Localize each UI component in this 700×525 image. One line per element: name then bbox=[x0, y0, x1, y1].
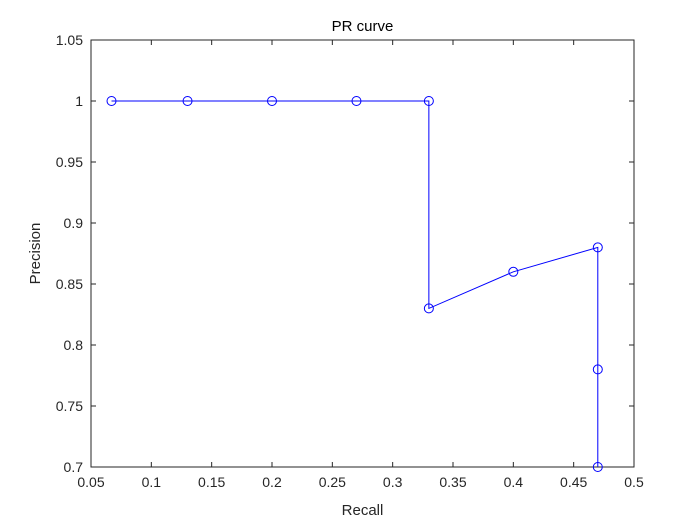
x-tick-label: 0.35 bbox=[439, 474, 466, 490]
x-tick-label: 0.05 bbox=[77, 474, 104, 490]
series-layer bbox=[106, 96, 603, 472]
x-tick-label: 0.25 bbox=[319, 474, 346, 490]
data-point-marker bbox=[592, 242, 603, 253]
x-tick-label: 0.3 bbox=[383, 474, 403, 490]
data-point-marker bbox=[267, 96, 277, 106]
y-axis-ticks: 0.7 0.75 0.8 0.85 0.9 0.95 1 1.05 bbox=[56, 32, 634, 475]
data-point-marker bbox=[592, 364, 603, 375]
x-tick-label: 0.4 bbox=[504, 474, 524, 490]
y-tick-label: 0.95 bbox=[56, 154, 83, 170]
y-tick-label: 0.75 bbox=[56, 398, 83, 414]
y-axis-label: Precision bbox=[27, 223, 44, 285]
series-line bbox=[111, 100, 599, 467]
x-axis-label: Recall bbox=[342, 502, 384, 519]
x-tick-label: 0.2 bbox=[262, 474, 282, 490]
x-tick-label: 0.45 bbox=[560, 474, 587, 490]
plot-area bbox=[90, 39, 635, 468]
data-point-marker bbox=[182, 96, 193, 106]
y-tick-label: 0.85 bbox=[56, 276, 83, 292]
x-tick-label: 0.5 bbox=[624, 474, 644, 490]
data-point-marker bbox=[351, 96, 362, 106]
data-point-marker bbox=[592, 462, 603, 472]
y-tick-label: 0.9 bbox=[64, 215, 84, 231]
x-tick-label: 0.15 bbox=[198, 474, 225, 490]
data-point-marker bbox=[423, 96, 434, 106]
y-tick-label: 1 bbox=[75, 93, 83, 109]
data-point-marker bbox=[423, 303, 434, 314]
x-tick-label: 0.1 bbox=[142, 474, 162, 490]
chart-title: PR curve bbox=[332, 18, 394, 35]
y-tick-label: 0.7 bbox=[64, 459, 84, 475]
y-tick-label: 0.8 bbox=[64, 337, 84, 353]
y-tick-label: 1.05 bbox=[56, 32, 83, 48]
data-point-marker bbox=[508, 266, 519, 277]
data-point-marker bbox=[106, 96, 117, 106]
x-axis-ticks: 0.05 0.1 0.15 0.2 0.25 0.3 0.35 0.4 0.45 0.5 bbox=[77, 40, 644, 490]
